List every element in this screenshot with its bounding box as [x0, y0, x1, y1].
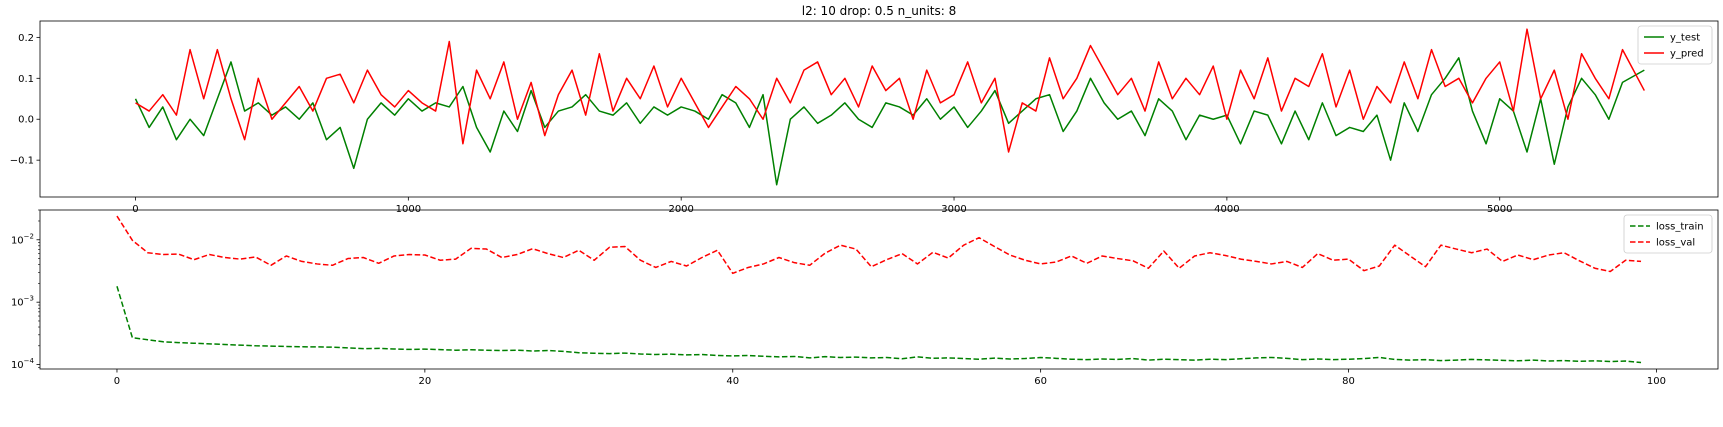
y-tick-label: 10−4 — [11, 357, 35, 371]
x-tick-label: 100 — [1647, 376, 1666, 387]
series-line-y-test — [134, 57, 1645, 186]
legend-label-loss-val: loss_val — [1656, 238, 1695, 249]
plot-frame — [39, 209, 1719, 370]
x-tick-label: 1000 — [396, 204, 421, 215]
x-tick-label: 20 — [418, 376, 431, 387]
x-tick-label: 3000 — [941, 204, 966, 215]
series-line-y-pred — [135, 28, 1645, 153]
legend-box — [1623, 214, 1713, 254]
legend-box — [1637, 25, 1713, 65]
x-tick-label: 2000 — [668, 204, 693, 215]
bottom-chart: 0 20 40 60 80 100 10−4 10−3 10−2 loss_train loss_v… — [11, 209, 1719, 387]
x-tick-label: 40 — [726, 376, 739, 387]
y-tick-label: 10−2 — [11, 232, 34, 246]
x-tick-label: 60 — [1034, 376, 1047, 387]
legend-label-loss-train: loss_train — [1656, 222, 1704, 233]
series-line-loss-train — [116, 286, 1642, 364]
x-tick-label: 5000 — [1487, 204, 1512, 215]
series-line-loss-val — [116, 215, 1642, 275]
y-tick-label: 0.1 — [18, 74, 34, 85]
x-tick-label: 0 — [132, 204, 138, 215]
plot-frame — [39, 20, 1719, 198]
legend-label-y-pred: y_pred — [1670, 49, 1704, 60]
x-tick-label: 4000 — [1214, 204, 1239, 215]
x-tick-label: 80 — [1342, 376, 1355, 387]
y-tick-label: 0.0 — [18, 115, 34, 126]
y-tick-label: 0.2 — [18, 33, 34, 44]
chart-title: l2: 10 drop: 0.5 n_units: 8 — [802, 4, 957, 18]
y-tick-label: −0.1 — [10, 156, 34, 167]
x-tick-label: 0 — [114, 376, 120, 387]
legend-label-y-test: y_test — [1670, 33, 1700, 44]
y-tick-label: 10−3 — [11, 295, 34, 309]
top-chart: l2: 10 drop: 0.5 n_units: 8 0 1000 2000 3000… — [10, 4, 1719, 215]
